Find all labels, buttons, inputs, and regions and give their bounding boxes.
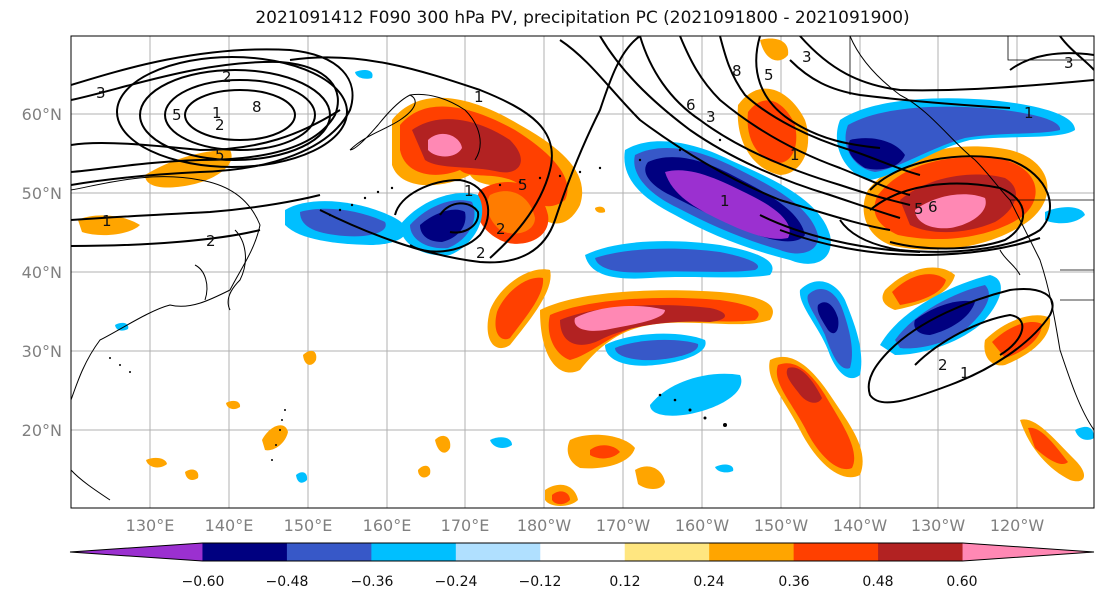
lon-label: 150°W: [754, 516, 809, 535]
contour-label: 2: [476, 244, 486, 262]
lon-label: 140°W: [833, 516, 888, 535]
contour-label: 3: [706, 108, 716, 126]
longitude-labels: 130°E 140°E 150°E 160°E 170°E 180°W 170°…: [126, 516, 1045, 535]
contour-label: 1: [212, 104, 222, 122]
contour-label: 1: [960, 364, 970, 382]
map-border: [70, 35, 1095, 509]
colorbar-tick-label: 0.48: [862, 574, 893, 590]
contour-label: 3: [1064, 54, 1074, 72]
lon-label: 140°E: [205, 516, 254, 535]
contour-label: 8: [252, 98, 262, 116]
contour-label: 1: [474, 88, 484, 106]
lon-label: 170°E: [441, 516, 490, 535]
contour-labels: 3 2 2 1 8 5 5 1 2 1 2 2 1 5 6 3 8 5 3 1 …: [96, 48, 1074, 382]
colorbar-segment: [624, 543, 711, 561]
contour-label: 8: [732, 62, 742, 80]
colorbar-tick-label: −0.48: [266, 574, 309, 590]
contour-label: 2: [222, 68, 232, 86]
colorbar-segment: [878, 543, 964, 561]
lon-label: 120°W: [990, 516, 1045, 535]
colorbar-tick-label: 0.36: [778, 574, 809, 590]
contour-label: 2: [206, 232, 216, 250]
colorbar-tick-label: 0.12: [609, 574, 640, 590]
colorbar-tick-label: −0.12: [519, 574, 562, 590]
colorbar-tick-label: −0.60: [182, 574, 225, 590]
pv-contours: [71, 36, 1094, 404]
contour-label: 2: [215, 116, 225, 134]
colorbar-tick-label: −0.24: [435, 574, 478, 590]
colorbar-segment: [371, 543, 457, 561]
contour-label: 5: [215, 146, 225, 164]
contour-label: 2: [496, 220, 506, 238]
contour-label: 3: [96, 84, 106, 102]
contour-label: 5: [172, 106, 182, 124]
latitude-labels: 60°N 50°N 40°N 30°N 20°N: [22, 105, 62, 440]
colorbar-outline: [69, 542, 1095, 562]
lon-label: 180°W: [517, 516, 572, 535]
lat-label: 50°N: [22, 184, 62, 203]
colorbar-segment: [793, 543, 880, 561]
lon-label: 160°W: [675, 516, 730, 535]
precip-positive-anomalies: [78, 38, 1085, 506]
contour-label: 1: [102, 212, 112, 230]
colorbar: [69, 542, 1095, 562]
contour-label: 1: [720, 192, 730, 210]
colorbar-ticks: −0.60 −0.48 −0.36 −0.24 −0.12 0.12 0.24 …: [182, 574, 978, 590]
borders: [849, 36, 1094, 301]
lat-label: 20°N: [22, 421, 62, 440]
colorbar-segment: [286, 543, 373, 561]
colorbar-tick-label: −0.36: [351, 574, 394, 590]
lon-label: 130°W: [911, 516, 966, 535]
colorbar-segment: [202, 543, 288, 561]
lon-label: 160°E: [363, 516, 412, 535]
colorbar-segment: [455, 543, 542, 561]
contour-label: 5: [518, 176, 528, 194]
lat-label: 60°N: [22, 105, 62, 124]
contour-label: 6: [928, 198, 938, 216]
colorbar-segment: [709, 543, 795, 561]
contour-label: 2: [938, 356, 948, 374]
map-title: 2021091412 F090 300 hPa PV, precipitatio…: [255, 8, 910, 28]
lon-label: 170°W: [596, 516, 651, 535]
lon-label: 150°E: [284, 516, 333, 535]
contour-label: 5: [764, 66, 774, 84]
contour-label: 1: [790, 146, 800, 164]
lat-label: 40°N: [22, 263, 62, 282]
precip-negative-anomalies: [115, 70, 1094, 483]
colorbar-tick-label: 0.60: [946, 574, 977, 590]
lon-label: 130°E: [126, 516, 175, 535]
colorbar-segment: [962, 543, 1094, 561]
lat-label: 30°N: [22, 342, 62, 361]
colorbar-tick-label: 0.24: [693, 574, 724, 590]
colorbar-segment: [70, 543, 204, 561]
colorbar-segment: [540, 543, 626, 561]
contour-label: 3: [802, 48, 812, 66]
contour-label: 6: [686, 96, 696, 114]
contour-label: 1: [464, 182, 474, 200]
contour-label: 1: [1024, 104, 1034, 122]
contour-label: 5: [914, 200, 924, 218]
